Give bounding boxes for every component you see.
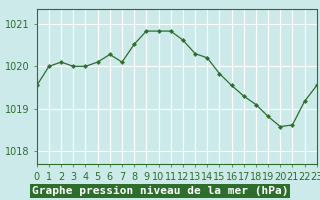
Text: Graphe pression niveau de la mer (hPa): Graphe pression niveau de la mer (hPa) <box>32 186 288 196</box>
